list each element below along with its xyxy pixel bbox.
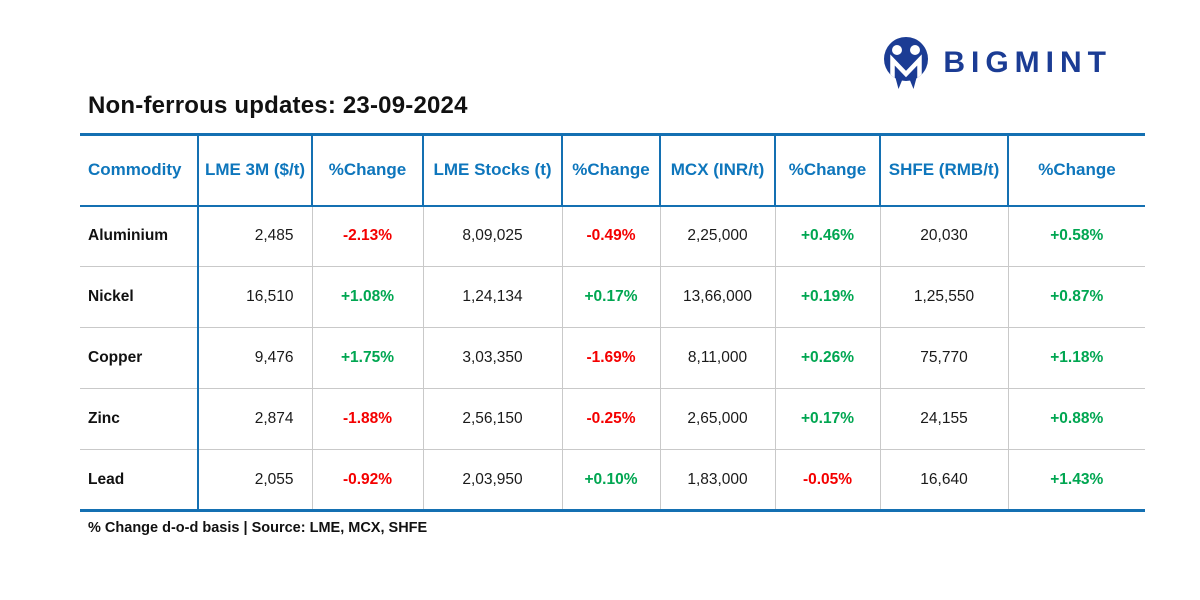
shfe-change-cell: +1.43% bbox=[1007, 449, 1145, 511]
commodity-cell: Zinc bbox=[80, 388, 198, 450]
shfe-change-cell: +1.18% bbox=[1007, 327, 1145, 389]
commodity-cell: Aluminium bbox=[88, 227, 169, 245]
mcx-change-cell: +0.46% bbox=[774, 205, 880, 267]
lme-stocks-change-cell: -0.49% bbox=[561, 205, 660, 267]
lme-3m-change-cell: -1.88% bbox=[311, 388, 423, 450]
shfe-change-cell: +0.87% bbox=[1007, 266, 1145, 328]
lme-3m-cell: 9,476 bbox=[197, 327, 312, 389]
lme-stocks-change-cell: -1.69% bbox=[561, 327, 660, 389]
col-header-pct-change-2: %Change bbox=[561, 134, 660, 207]
page-title: Non-ferrous updates: 23-09-2024 bbox=[88, 92, 468, 119]
price-table-body: Aluminium 2,485 -2.13% 8,09,025 -0.49% 2… bbox=[80, 205, 1145, 511]
lme-3m-change-cell: +1.08% bbox=[311, 266, 423, 328]
lme-stocks-cell: 2,56,150 bbox=[422, 388, 562, 450]
lme-3m-cell: 2,055 bbox=[197, 449, 312, 511]
footnote: % Change d-o-d basis | Source: LME, MCX,… bbox=[88, 520, 428, 536]
col-header-lme-stocks: LME Stocks (t) bbox=[422, 134, 562, 207]
table-row: Zinc 2,874 -1.88% 2,56,150 -0.25% 2,65,0… bbox=[80, 388, 1145, 450]
col-header-shfe: SHFE (RMB/t) bbox=[879, 134, 1008, 207]
commodity-cell: Copper bbox=[80, 327, 198, 389]
mcx-cell: 2,65,000 bbox=[659, 388, 775, 450]
col-header-pct-change-1: %Change bbox=[311, 134, 423, 207]
col-header-lme-3m: LME 3M ($/t) bbox=[197, 134, 312, 207]
price-table-container: Commodity LME 3M ($/t) %Change LME Stock… bbox=[80, 133, 1145, 512]
table-row: Lead 2,055 -0.92% 2,03,950 +0.10% 1,83,0… bbox=[80, 449, 1145, 511]
mcx-change-cell: +0.19% bbox=[774, 266, 880, 328]
bigmint-logo: BIGMINT bbox=[881, 36, 1112, 90]
col-header-mcx: MCX (INR/t) bbox=[659, 134, 775, 207]
lme-stocks-change-cell: -0.25% bbox=[561, 388, 660, 450]
mcx-change-cell: +0.17% bbox=[774, 388, 880, 450]
lme-stocks-cell: 2,03,950 bbox=[422, 449, 562, 511]
shfe-change-cell: +0.58% bbox=[1007, 205, 1145, 267]
mcx-cell: 2,25,000 bbox=[659, 205, 775, 267]
mcx-cell: 1,83,000 bbox=[659, 449, 775, 511]
mcx-change-cell: -0.05% bbox=[774, 449, 880, 511]
table-row: Aluminium 2,485 -2.13% 8,09,025 -0.49% 2… bbox=[80, 205, 1145, 267]
shfe-cell: 1,25,550 bbox=[879, 266, 1008, 328]
col-header-commodity: Commodity bbox=[80, 134, 198, 207]
col-header-pct-change-3: %Change bbox=[774, 134, 880, 207]
lme-stocks-change-cell: +0.10% bbox=[561, 449, 660, 511]
mcx-cell: 13,66,000 bbox=[659, 266, 775, 328]
mcx-cell: 8,11,000 bbox=[659, 327, 775, 389]
lme-3m-change-cell: -0.92% bbox=[311, 449, 423, 511]
lme-3m-change-cell: -2.13% bbox=[311, 205, 423, 267]
shfe-change-cell: +0.88% bbox=[1007, 388, 1145, 450]
table-row: Copper 9,476 +1.75% 3,03,350 -1.69% 8,11… bbox=[80, 327, 1145, 389]
lme-stocks-cell: 8,09,025 bbox=[422, 205, 562, 267]
shfe-cell: 16,640 bbox=[879, 449, 1008, 511]
bigmint-logo-icon bbox=[884, 37, 929, 89]
lme-3m-cell: 16,510 bbox=[197, 266, 312, 328]
lme-3m-cell: 2,874 bbox=[197, 388, 312, 450]
mcx-change-cell: +0.26% bbox=[774, 327, 880, 389]
lme-stocks-cell: 3,03,350 bbox=[422, 327, 562, 389]
commodity-cell: Nickel bbox=[80, 266, 198, 328]
commodity-cell: Lead bbox=[80, 449, 198, 511]
price-table: Commodity LME 3M ($/t) %Change LME Stock… bbox=[80, 133, 1145, 512]
table-row: Nickel 16,510 +1.08% 1,24,134 +0.17% 13,… bbox=[80, 266, 1145, 328]
shfe-cell: 24,155 bbox=[879, 388, 1008, 450]
lme-stocks-cell: 1,24,134 bbox=[422, 266, 562, 328]
header-row: Commodity LME 3M ($/t) %Change LME Stock… bbox=[80, 134, 1145, 207]
lme-3m-cell: 2,485 bbox=[197, 205, 312, 267]
bigmint-logo-text: BIGMINT bbox=[943, 46, 1112, 79]
shfe-cell: 75,770 bbox=[879, 327, 1008, 389]
col-header-pct-change-4: %Change bbox=[1007, 134, 1145, 207]
lme-stocks-change-cell: +0.17% bbox=[561, 266, 660, 328]
shfe-cell: 20,030 bbox=[879, 205, 1008, 267]
lme-3m-change-cell: +1.75% bbox=[311, 327, 423, 389]
